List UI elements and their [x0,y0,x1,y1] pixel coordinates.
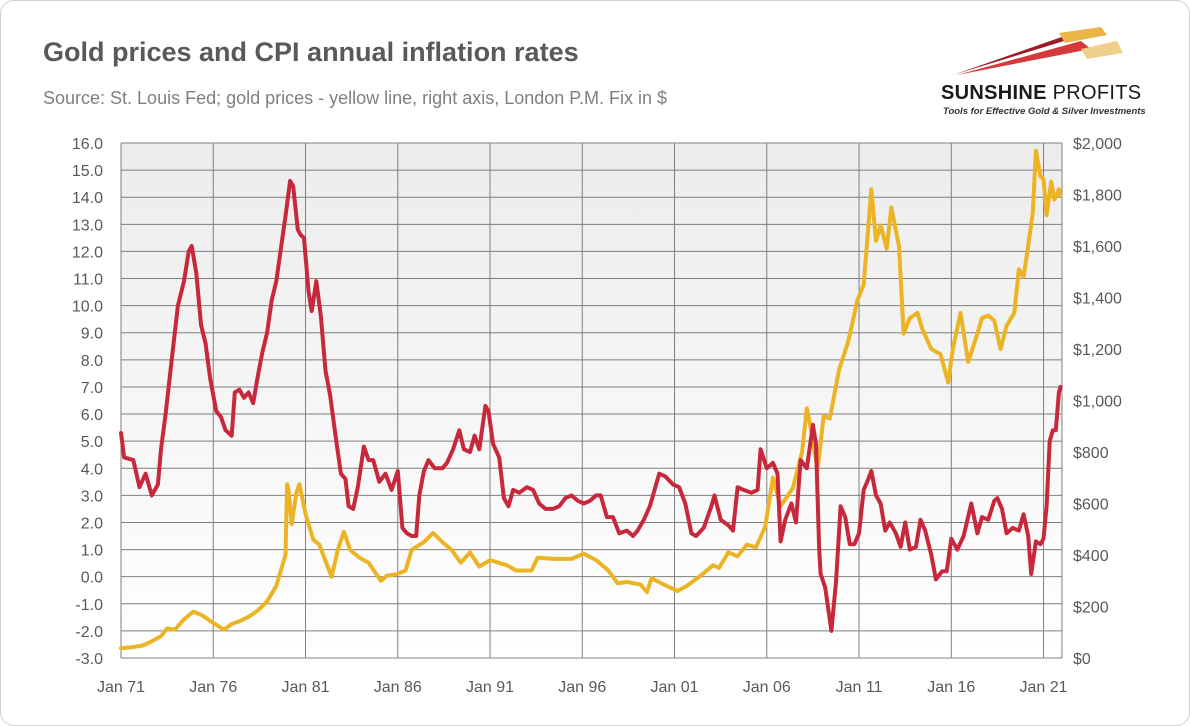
y-left-tick-label: 8.0 [81,353,103,370]
y-left-tick-label: 6.0 [81,407,103,424]
x-tick-label: Jan 91 [466,679,514,696]
y-left-tick-label: 4.0 [81,461,103,478]
y-right-tick-label: $1,600 [1073,239,1122,256]
logo-tagline: Tools for Effective Gold & Silver Invest… [943,106,1146,117]
y-left-tick-label: 1.0 [81,543,103,560]
y-left-tick-label: 2.0 [81,515,103,532]
logo-name: SUNSHINE PROFITS [941,82,1142,104]
y-right-tick-label: $400 [1073,548,1109,565]
y-right-tick-label: $1,800 [1073,188,1122,205]
cpi-inflation-line [119,178,1063,633]
y-left-tick-label: 10.0 [72,299,103,316]
y-left-tick-label: 13.0 [72,217,103,234]
y-right-tick-label: $1,400 [1073,291,1122,308]
page-title: Gold prices and CPI annual inflation rat… [43,37,579,67]
x-axis: Jan 71 Jan 76 Jan 81 Jan 86 Jan 91 Jan 96 Jan … [97,679,1068,696]
y-right-tick-label: $0 [1073,651,1091,668]
x-tick-label: Jan 96 [558,679,606,696]
y-left-tick-label: -2.0 [75,624,103,641]
y-right-tick-label: $1,200 [1073,342,1122,359]
x-tick-label: Jan 86 [374,679,422,696]
page-subtitle: Source: St. Louis Fed; gold prices - yel… [43,88,667,108]
y-left-tick-label: 14.0 [72,190,103,207]
x-tick-label: Jan 76 [189,679,237,696]
y-left-tick-label: 3.0 [81,488,103,505]
series-lines [119,148,1063,651]
x-tick-label: Jan 06 [743,679,791,696]
x-tick-label: Jan 16 [927,679,975,696]
sunshine-profits-logo: SUNSHINE PROFITS Tools for Effective Gol… [931,19,1171,119]
y-left-tick-label: 15.0 [72,163,103,180]
y-left-tick-label: 7.0 [81,380,103,397]
y-right-tick-label: $600 [1073,497,1109,514]
y-left-tick-label: 11.0 [73,272,103,289]
y-axis-left: 16.0 15.0 14.0 13.0 12.0 11.0 10.0 9.0 8.0 7.0 6.0… [72,136,103,668]
y-right-tick-label: $800 [1073,445,1109,462]
y-left-tick-label: -3.0 [75,651,103,668]
y-axis-right: $2,000 $1,800 $1,600 $1,400 $1,200 $1,000 $800… [1073,136,1122,668]
plot-area [121,143,1062,658]
y-left-tick-label: 16.0 [72,136,103,153]
y-right-tick-label: $1,000 [1073,394,1122,411]
y-left-tick-label: 5.0 [81,434,103,451]
x-tick-label: Jan 11 [836,679,883,696]
logo-rays-icon [953,27,1123,75]
y-left-tick-label: 0.0 [81,570,103,587]
x-tick-label: Jan 71 [97,679,145,696]
y-left-tick-label: -1.0 [75,597,103,614]
gold-price-line [119,148,1063,651]
y-left-tick-label: 12.0 [72,244,103,261]
x-tick-label: Jan 01 [651,679,699,696]
y-right-tick-label: $2,000 [1073,136,1122,153]
y-right-tick-label: $200 [1073,600,1109,617]
x-tick-label: Jan 21 [1020,679,1068,696]
x-tick-label: Jan 81 [281,679,329,696]
gridlines [120,142,1063,659]
y-left-tick-label: 9.0 [81,326,103,343]
